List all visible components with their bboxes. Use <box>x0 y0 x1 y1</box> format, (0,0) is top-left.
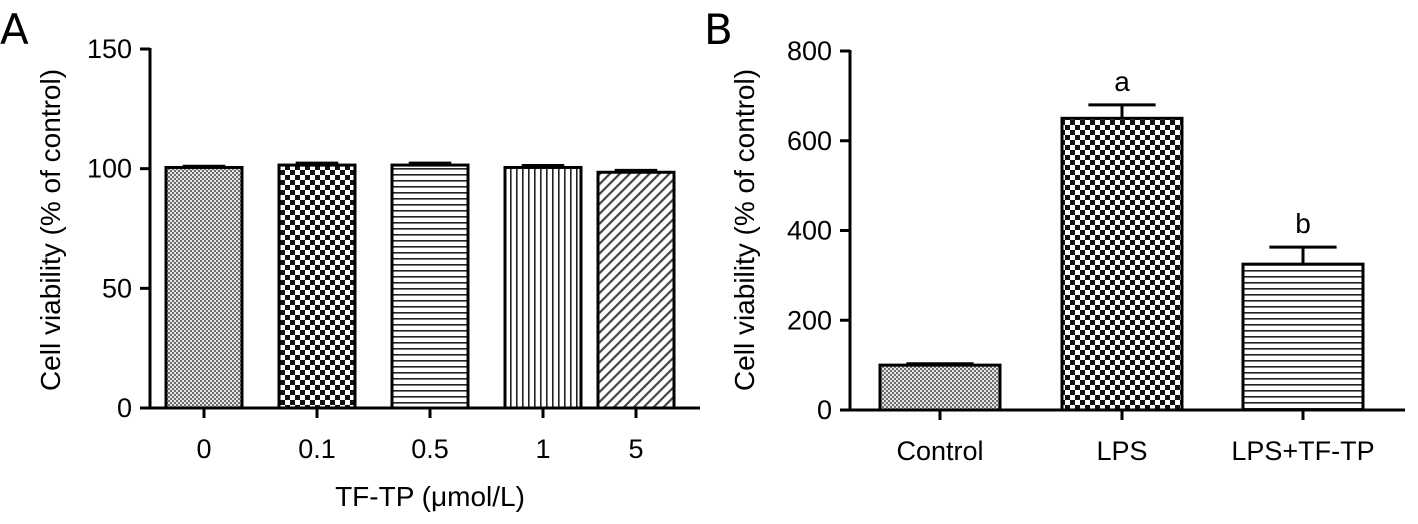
y-axis-title-b: Cell viability (% of control) <box>729 69 760 391</box>
bar-b-1 <box>1060 116 1184 412</box>
y-tick-label-a-0: 0 <box>117 393 132 423</box>
error-bar-b-0 <box>906 362 974 366</box>
bars-b <box>878 103 1365 412</box>
y-ticks-b: 0 200 400 600 800 <box>787 36 850 425</box>
panel-label-a: A <box>0 5 29 54</box>
x-tick-label-b-0: Control <box>896 436 983 466</box>
y-tick-label-a-1: 50 <box>102 273 132 303</box>
bar-b-2 <box>1241 262 1365 412</box>
bar-a-1 <box>277 163 357 410</box>
x-axis-title-a: TF-TP (μmol/L) <box>335 481 525 512</box>
x-tick-label-a-2: 0.5 <box>411 434 449 464</box>
bar-b-0 <box>878 363 1002 412</box>
bars-a <box>164 161 676 410</box>
x-tick-label-a-1: 0.1 <box>298 434 336 464</box>
y-axis-title-a: Cell viability (% of control) <box>35 69 66 391</box>
annotation-b-2: b <box>1295 208 1311 239</box>
y-tick-label-b-4: 800 <box>787 36 832 66</box>
annotation-b-1: a <box>1114 66 1130 97</box>
x-ticks-a: 0 0.1 0.5 1 5 <box>196 408 644 464</box>
error-bar-a-3 <box>521 164 565 168</box>
chart-panel-b: B Cell viability (% of control) 0 200 400 6… <box>704 5 1405 466</box>
bar-a-0 <box>164 165 244 410</box>
y-tick-label-b-1: 200 <box>787 305 832 335</box>
x-tick-label-b-1: LPS <box>1096 436 1147 466</box>
x-tick-label-a-4: 5 <box>628 434 643 464</box>
error-bar-a-4 <box>614 168 658 173</box>
error-bar-a-0 <box>182 164 226 168</box>
error-bar-a-1 <box>295 161 339 166</box>
y-tick-label-a-3: 150 <box>87 34 132 64</box>
bar-a-4 <box>596 170 676 410</box>
bar-a-2 <box>390 163 470 410</box>
error-bar-b-1 <box>1088 103 1156 119</box>
chart-panel-a: A Cell viability (% of control) TF-TP (μ… <box>0 5 700 512</box>
x-tick-label-b-2: LPS+TF-TP <box>1231 436 1374 466</box>
bar-a-3 <box>503 165 583 410</box>
panel-label-b: B <box>704 5 733 54</box>
annotations-b: ab <box>1114 66 1311 239</box>
y-tick-label-b-2: 400 <box>787 216 832 246</box>
x-tick-label-a-3: 1 <box>535 434 550 464</box>
error-bar-b-2 <box>1269 245 1337 265</box>
x-ticks-b: Control LPS LPS+TF-TP <box>896 410 1375 466</box>
y-tick-label-b-0: 0 <box>817 395 832 425</box>
y-ticks-a: 0 50 100 150 <box>87 34 150 423</box>
axes-a <box>148 48 700 410</box>
y-tick-label-b-3: 600 <box>787 126 832 156</box>
x-tick-label-a-0: 0 <box>196 434 211 464</box>
error-bar-a-2 <box>408 161 452 166</box>
y-tick-label-a-2: 100 <box>87 154 132 184</box>
